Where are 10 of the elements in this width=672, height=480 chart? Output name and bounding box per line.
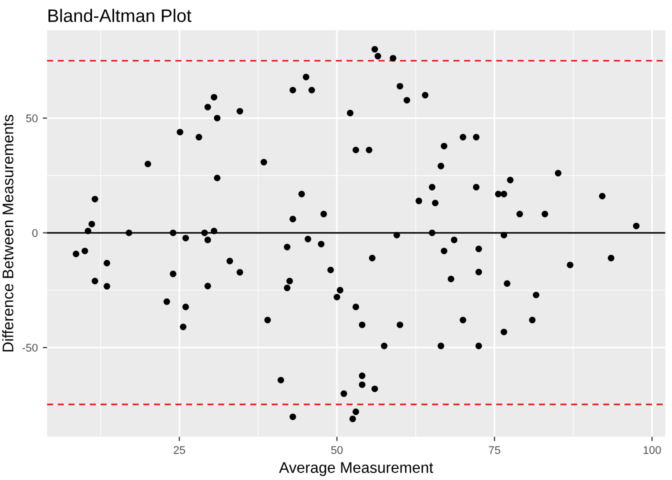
y-axis-title: Difference Between Measurements bbox=[2, 114, 14, 352]
x-tick-label: 25 bbox=[174, 446, 186, 454]
x-tick-label: 75 bbox=[488, 446, 500, 454]
y-tick-label: 50 bbox=[26, 114, 38, 122]
y-tick-label: -50 bbox=[22, 344, 38, 352]
chart-title: Bland-Altman Plot bbox=[48, 8, 192, 22]
x-tick-label: 50 bbox=[331, 446, 343, 454]
x-tick-label: 100 bbox=[644, 446, 661, 454]
y-tick-label: 0 bbox=[32, 229, 38, 237]
x-axis-title: Average Measurement bbox=[279, 462, 434, 476]
